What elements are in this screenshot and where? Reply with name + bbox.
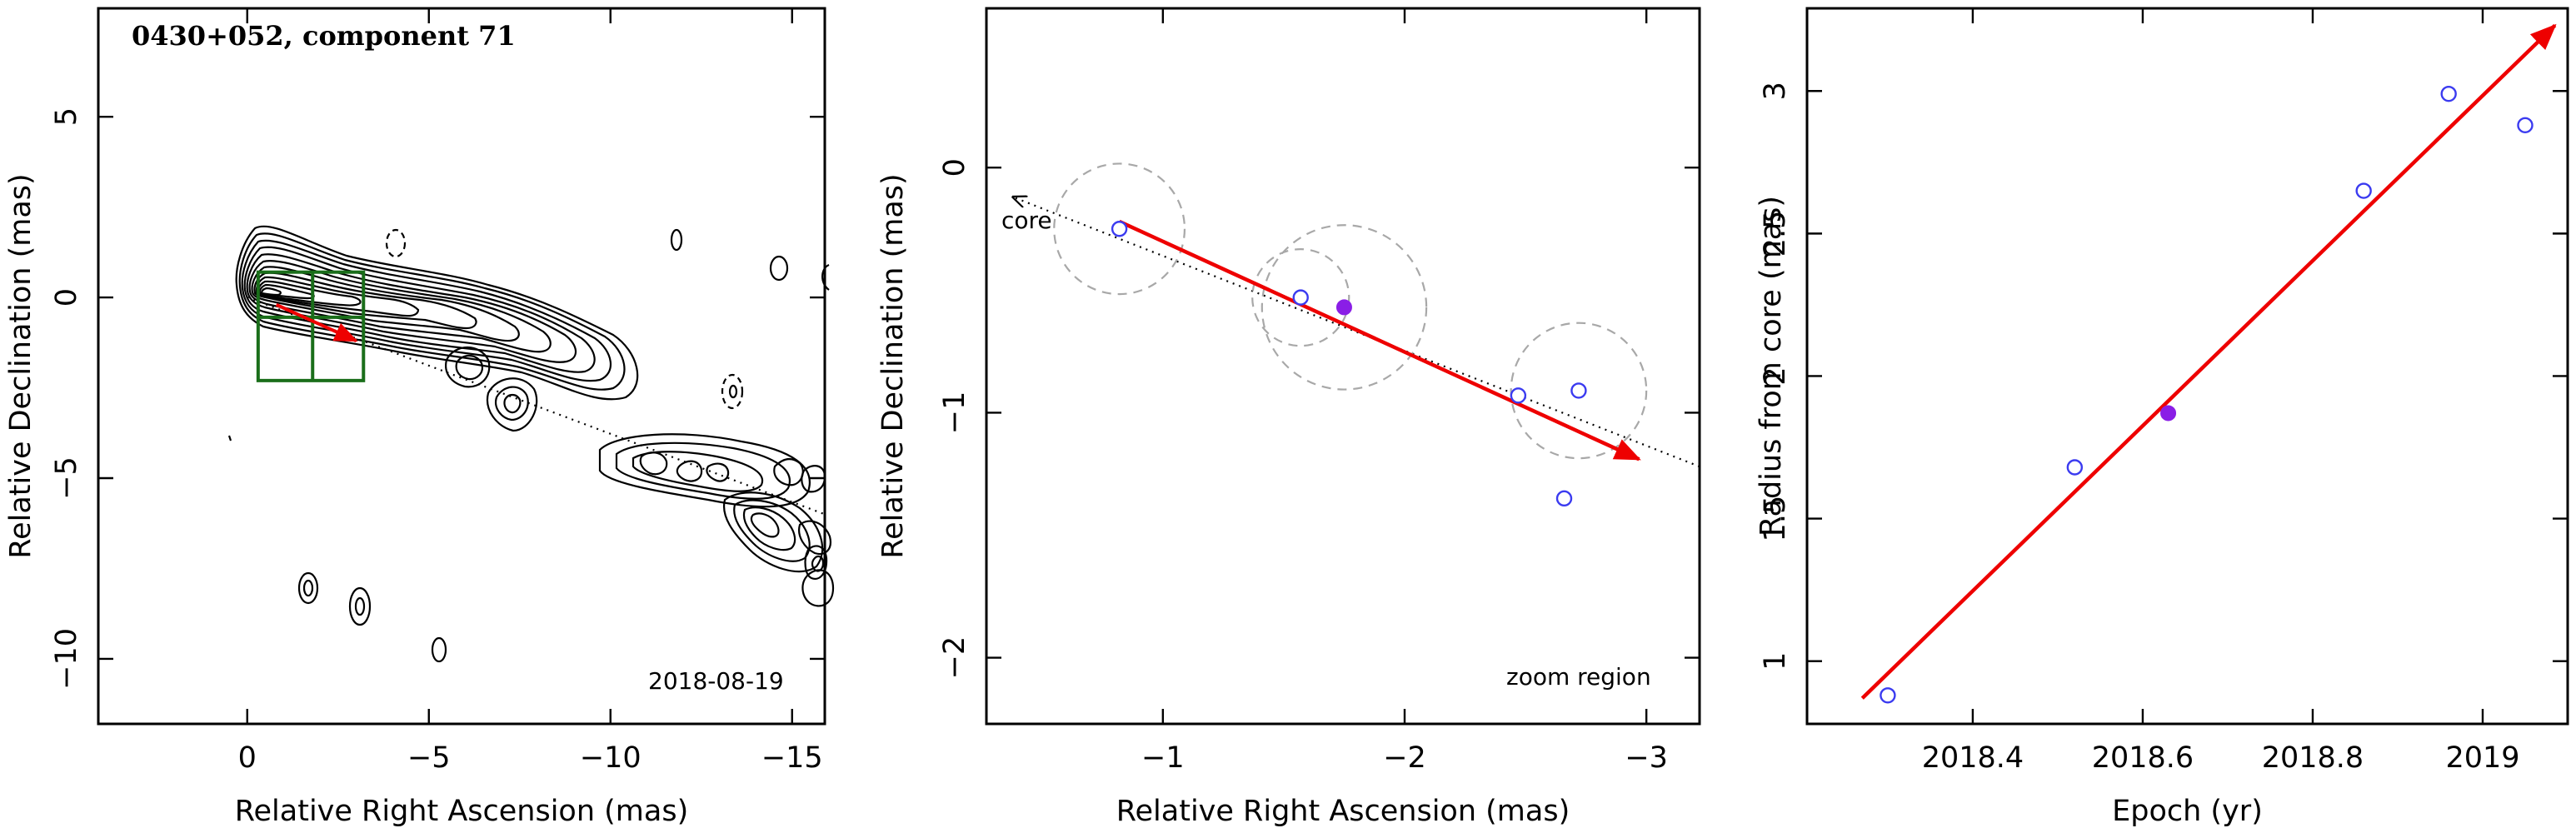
zoom-ytick-label: −2 xyxy=(938,636,971,680)
radius-ytick-label: 2.5 xyxy=(1759,211,1792,257)
epoch-point xyxy=(1510,387,1527,404)
epoch-point xyxy=(2517,117,2534,134)
observation-date: 2018-08-19 xyxy=(648,667,784,695)
map-y-axis-label: Relative Declination (mas) xyxy=(4,173,37,558)
core-label: core xyxy=(1001,207,1052,234)
position-error-circle xyxy=(1053,162,1186,296)
radius-xtick-label: 2018.6 xyxy=(2092,741,2194,775)
map-ytick-label: −5 xyxy=(50,456,83,500)
zoom-region-box xyxy=(256,270,366,382)
zoom-x-axis-label: Relative Right Ascension (mas) xyxy=(1116,795,1570,828)
radius-ytick-label: 3 xyxy=(1759,82,1792,100)
map-plot-frame xyxy=(97,7,826,726)
radius-xtick-label: 2019 xyxy=(2445,741,2519,775)
zoom-xtick-label: −1 xyxy=(1141,741,1185,775)
current-epoch-point xyxy=(1335,299,1352,316)
radius-ytick-label: 1.5 xyxy=(1759,496,1792,542)
epoch-point xyxy=(1880,687,1896,704)
map-xtick-label: −5 xyxy=(407,741,451,775)
epoch-point xyxy=(2355,182,2372,199)
motion-arrow xyxy=(1118,219,1641,461)
radius-ytick-label: 2 xyxy=(1759,367,1792,385)
jet-axis-line xyxy=(247,297,826,516)
radius-y-axis-label: Radius from core (mas) xyxy=(1755,196,1788,536)
radial-fit-arrow xyxy=(1860,23,2557,700)
radius-xtick-label: 2018.4 xyxy=(1922,741,2024,775)
panel-zoom-region: −1 −2 −3 0 −1 −2 Relative Right Ascension (mas… xyxy=(876,7,1701,828)
map-ytick-label: 0 xyxy=(50,288,83,307)
epoch-point xyxy=(1111,221,1128,237)
map-xtick-label: 0 xyxy=(238,741,257,775)
zoom-y-axis-label: Relative Declination (mas) xyxy=(876,173,910,558)
epoch-point xyxy=(2066,459,2084,476)
radius-x-axis-label: Epoch (yr) xyxy=(2112,795,2263,828)
zoom-ytick-label: 0 xyxy=(938,158,971,177)
panel-radius-vs-epoch: 2018.4 2018.6 2018.8 2019 1 1.5 2 2.5 3 Epoch (yr… xyxy=(1755,7,2569,828)
map-xtick-label: −15 xyxy=(761,741,823,775)
map-title: 0430+052, component 71 xyxy=(132,20,516,52)
map-x-axis-label: Relative Right Ascension (mas) xyxy=(235,795,688,828)
jet-axis-to-core xyxy=(1013,197,1700,468)
radius-plot-frame xyxy=(1805,7,2569,726)
radio-jet-contours xyxy=(227,225,835,663)
epoch-point xyxy=(1292,289,1309,306)
zoom-ytick-label: −1 xyxy=(938,392,971,435)
zoom-region-label: zoom region xyxy=(1506,663,1651,691)
position-error-circle xyxy=(1251,247,1350,347)
panel-contour-map: 0 −5 −10 −15 5 0 −5 −10 Relative Right Ascension… xyxy=(4,7,835,828)
map-xtick-label: −10 xyxy=(580,741,642,775)
epoch-point xyxy=(1555,490,1573,507)
map-ytick-label: −10 xyxy=(50,628,83,690)
zoom-xtick-label: −3 xyxy=(1625,741,1668,775)
radius-ytick-label: 1 xyxy=(1759,652,1792,671)
epoch-point xyxy=(2440,85,2457,102)
zoom-plot-frame xyxy=(985,7,1701,726)
motion-arrow xyxy=(275,302,358,342)
map-ytick-label: 5 xyxy=(50,107,83,126)
position-error-circle xyxy=(1510,322,1648,460)
epoch-point xyxy=(1570,382,1587,399)
zoom-xtick-label: −2 xyxy=(1383,741,1426,775)
position-error-circle xyxy=(1261,224,1428,391)
current-epoch-point xyxy=(2160,405,2177,421)
radius-xtick-label: 2018.8 xyxy=(2262,741,2364,775)
